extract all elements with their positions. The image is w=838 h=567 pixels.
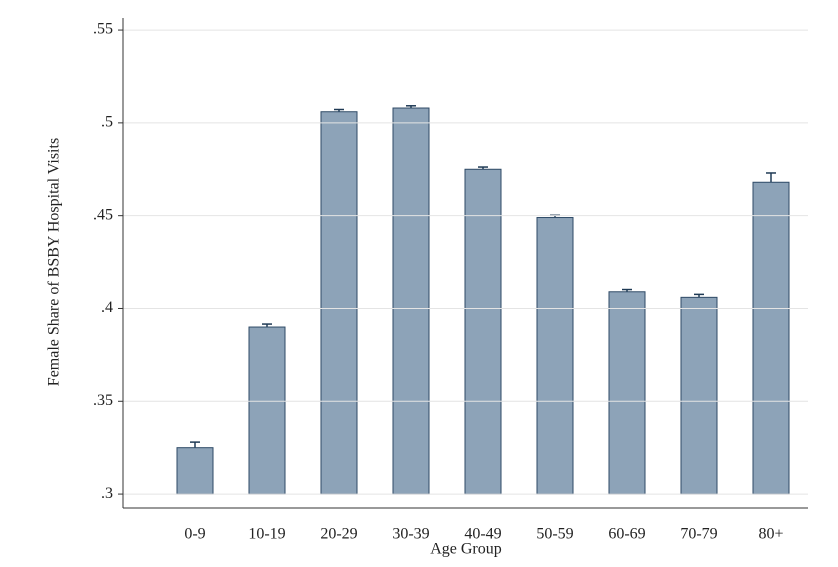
bar bbox=[608, 291, 646, 495]
y-tick-label: .4 bbox=[101, 299, 113, 316]
bar bbox=[680, 296, 718, 495]
bar bbox=[752, 181, 790, 495]
y-tick-label: .3 bbox=[101, 485, 113, 502]
x-tick-label: 70-79 bbox=[680, 526, 717, 543]
bar bbox=[248, 326, 286, 495]
x-tick-label: 60-69 bbox=[608, 526, 645, 543]
x-tick-label: 20-29 bbox=[320, 526, 357, 543]
y-tick-label: .5 bbox=[101, 114, 113, 131]
x-tick-label: 0-9 bbox=[184, 526, 205, 543]
bar bbox=[320, 111, 358, 495]
x-tick-label: 10-19 bbox=[248, 526, 285, 543]
x-tick-label: 50-59 bbox=[536, 526, 573, 543]
bar bbox=[392, 107, 430, 495]
y-tick-label: .45 bbox=[93, 206, 113, 223]
x-tick-label: 40-49 bbox=[464, 526, 501, 543]
bar bbox=[464, 168, 502, 495]
y-tick-label: .55 bbox=[93, 21, 113, 38]
bar bbox=[176, 447, 214, 495]
x-tick-label: 80+ bbox=[758, 526, 783, 543]
x-tick-label: 30-39 bbox=[392, 526, 429, 543]
y-tick-label: .35 bbox=[93, 392, 113, 409]
bar bbox=[536, 217, 574, 495]
x-axis-title: Age Group bbox=[430, 541, 502, 558]
y-axis-title: Female Share of BSBY Hospital Visits bbox=[46, 138, 63, 386]
